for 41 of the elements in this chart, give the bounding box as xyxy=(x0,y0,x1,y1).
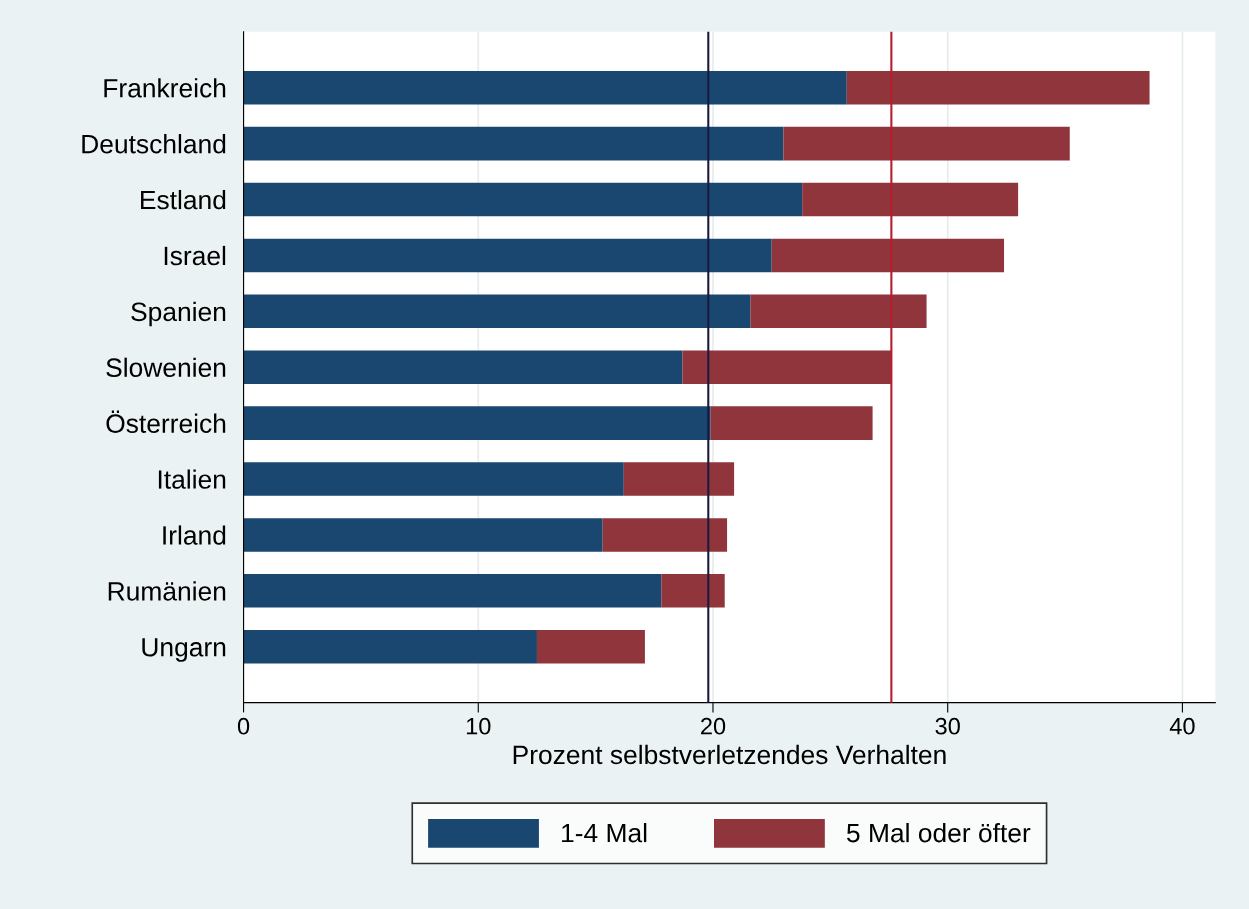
bar xyxy=(243,629,537,664)
x-axis-title: Prozent selbstverletzendes Verhalten xyxy=(513,744,946,765)
legend-label: 5 Mal oder öfter xyxy=(847,822,1031,843)
bar xyxy=(536,629,645,664)
bar xyxy=(243,126,784,161)
bar xyxy=(750,294,927,329)
y-tick-label: Israel xyxy=(164,245,226,266)
bar xyxy=(243,70,847,105)
bar xyxy=(243,462,624,496)
y-tick-label: Rumänien xyxy=(108,581,226,601)
x-tick-label: 40 xyxy=(1169,717,1195,735)
y-tick-label: Slowenien xyxy=(106,357,226,378)
bar xyxy=(602,518,728,552)
y-tick-label: Österreich xyxy=(106,410,226,433)
y-tick-label: Italien xyxy=(158,469,226,489)
x-tick-label: 0 xyxy=(237,717,250,735)
x-tick-label: 20 xyxy=(701,717,726,735)
bar xyxy=(243,518,603,552)
y-tick-label: Estland xyxy=(141,189,226,210)
legend-label: 1-4 Mal xyxy=(562,822,647,843)
y-tick-label: Deutschland xyxy=(82,134,226,154)
bar xyxy=(661,574,725,608)
y-tick-label: Irland xyxy=(163,525,226,545)
bar xyxy=(783,126,1070,161)
bar xyxy=(243,350,683,385)
bar xyxy=(623,462,735,496)
bar xyxy=(243,182,803,217)
y-tick-label: Ungarn xyxy=(142,638,226,662)
x-tick-label: 10 xyxy=(466,717,491,735)
bar xyxy=(243,294,751,329)
bar xyxy=(682,350,892,385)
bar xyxy=(710,406,873,440)
bar xyxy=(243,406,711,440)
y-tick-label: Frankreich xyxy=(104,78,226,98)
bar xyxy=(243,238,772,273)
bar xyxy=(802,182,1019,217)
x-tick-label: 30 xyxy=(935,717,960,735)
bar xyxy=(771,238,1005,273)
y-tick-label: Spanien xyxy=(131,301,226,327)
bar xyxy=(243,574,662,608)
bar xyxy=(846,70,1150,105)
